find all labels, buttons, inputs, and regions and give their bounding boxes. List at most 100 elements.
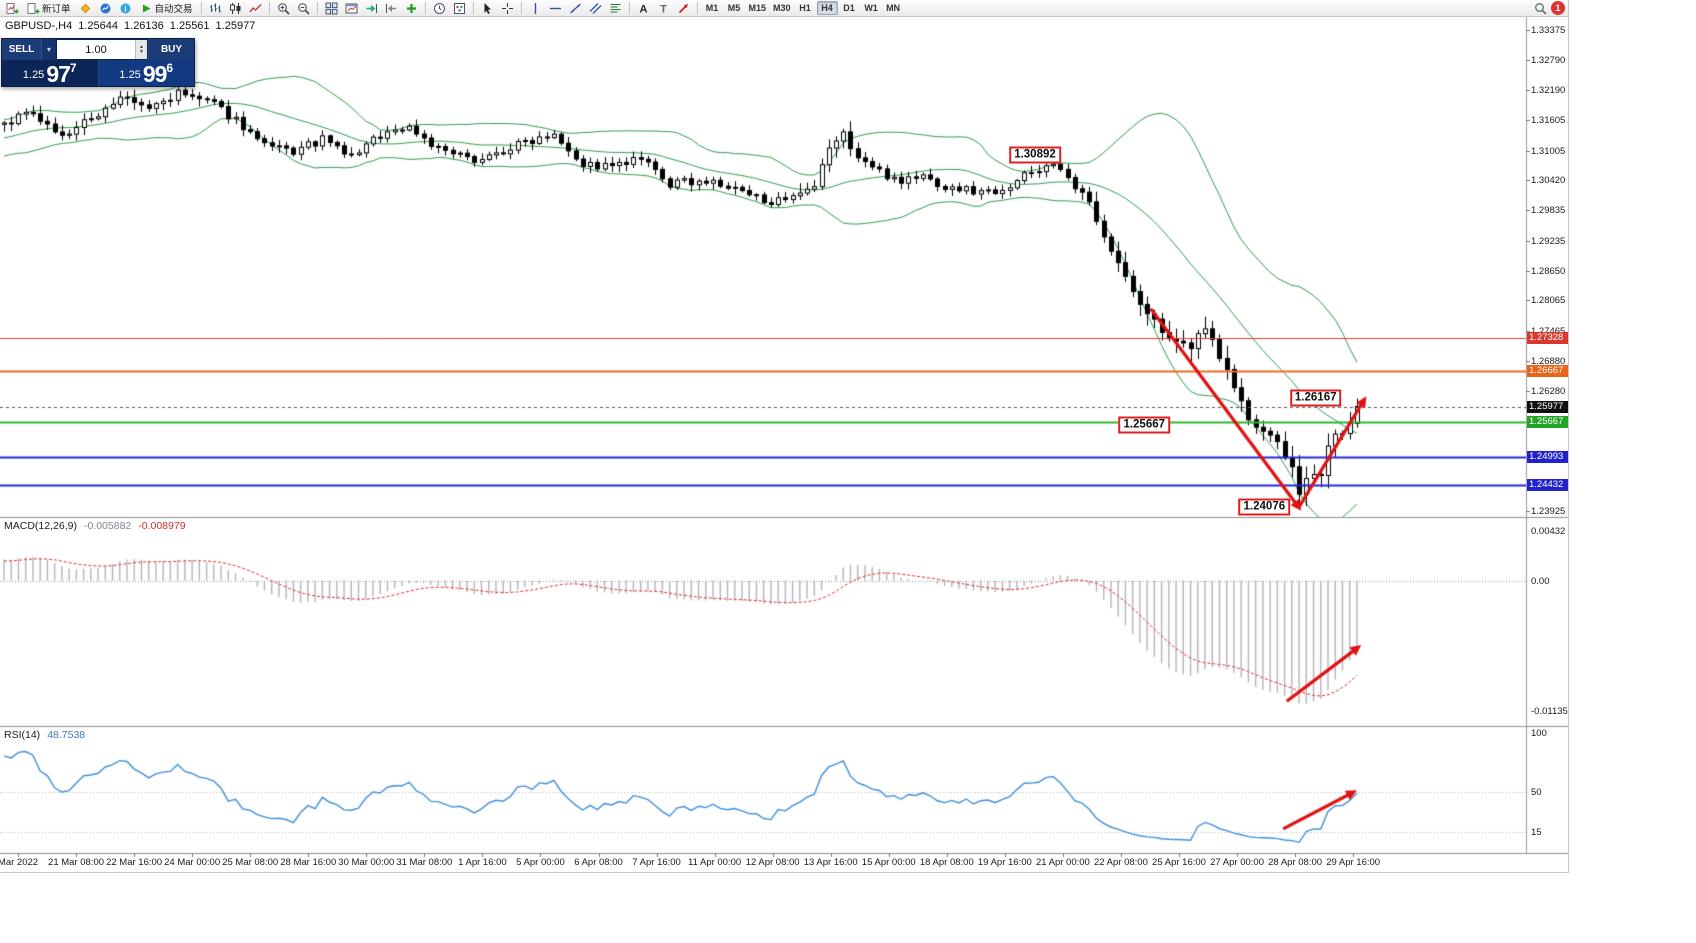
crosshair-button[interactable] <box>498 1 517 16</box>
chart-annotations-layer: 1.30892 1.26167 1.25667 1.24076 <box>1009 146 1342 516</box>
label-tool-button[interactable]: T <box>654 1 673 16</box>
bid-price[interactable]: 1.25 97 7 <box>2 60 99 86</box>
templates-button[interactable] <box>450 1 469 16</box>
fibonacci-tool-button[interactable] <box>606 1 625 16</box>
search-button[interactable] <box>1531 1 1550 16</box>
buy-button[interactable]: BUY <box>148 39 194 60</box>
time-axis-label: 27 Apr 00:00 <box>1210 857 1264 868</box>
timeframe-h4[interactable]: H4 <box>816 1 838 15</box>
time-axis-label: 28 Mar 16:00 <box>280 857 337 868</box>
new-chart-window-button[interactable] <box>342 1 361 16</box>
chart-price-label[interactable]: 1.30892 <box>1009 146 1061 164</box>
chart-shift-button[interactable] <box>382 1 401 16</box>
symbol-period: GBPUSD-,H4 <box>5 20 73 32</box>
timeframe-m15[interactable]: M15 <box>746 1 770 15</box>
info-button[interactable]: i <box>116 1 135 16</box>
add-indicator-button[interactable] <box>402 1 421 16</box>
ask-big-digits: 99 <box>142 61 168 87</box>
price-chart-canvas[interactable] <box>0 0 1568 872</box>
chart-price-label[interactable]: 1.26167 <box>1289 389 1342 407</box>
bar-chart-button[interactable] <box>206 1 225 16</box>
svg-text:T: T <box>660 3 667 15</box>
text-tool-button[interactable]: A <box>634 1 653 16</box>
volume-input[interactable] <box>57 40 135 59</box>
time-axis-label: 22 Apr 08:00 <box>1093 857 1148 868</box>
price-axis-label: 1.28065 <box>1531 295 1566 307</box>
svg-text:i: i <box>124 4 126 13</box>
line-chart-button[interactable] <box>246 1 265 16</box>
timeframe-h1[interactable]: H1 <box>795 1 816 15</box>
timeframe-w1[interactable]: W1 <box>861 1 882 15</box>
rsi-value: 48.7538 <box>47 729 86 741</box>
timeframe-d1[interactable]: D1 <box>839 1 860 15</box>
vertical-line-tool-button[interactable] <box>526 1 545 16</box>
price-axis-label: 1.28650 <box>1531 265 1566 277</box>
macd-header: MACD(12,26,9) -0.005882 -0.008979 <box>4 520 186 532</box>
horizontal-line-tool-button[interactable] <box>546 1 565 16</box>
horizontal-line-icon <box>549 7 561 9</box>
rsi-header: RSI(14) 48.7538 <box>4 729 85 741</box>
chart-window-icon <box>345 3 358 13</box>
price-level-tag: 1.26667 <box>1527 365 1568 378</box>
zoom-out-button[interactable] <box>294 1 313 16</box>
autotrade-label: 自动交易 <box>154 4 193 15</box>
new-order-icon <box>27 2 40 14</box>
tile-windows-button[interactable] <box>322 1 341 16</box>
time-axis-label: 31 Mar 08:00 <box>396 857 453 868</box>
trade-panel-controls: SELL ▾ ▲▼ BUY <box>2 39 194 60</box>
timeframe-m30[interactable]: M30 <box>770 1 794 15</box>
arrows-tool-button[interactable] <box>674 1 693 16</box>
trendline-tool-button[interactable] <box>566 1 585 16</box>
volume-dropdown-caret[interactable]: ▾ <box>42 39 56 60</box>
time-axis-label: 22 Mar 16:00 <box>106 857 163 868</box>
macd-scale-max: 0.00432 <box>1531 526 1566 537</box>
price-axis-label: 1.31005 <box>1531 145 1566 157</box>
profile-button[interactable] <box>96 1 115 16</box>
chart-plus-button[interactable] <box>3 1 22 16</box>
new-order-label: 新订单 <box>42 4 71 15</box>
info-icon: i <box>120 3 131 13</box>
autotrade-button[interactable]: 自动交易 <box>136 1 197 16</box>
fibonacci-icon <box>610 3 621 12</box>
chart-price-label[interactable]: 1.24076 <box>1238 498 1291 516</box>
toolbar-separator <box>200 2 202 14</box>
ask-price[interactable]: 1.25 99 6 <box>98 60 194 87</box>
macd-label: MACD(12,26,9) <box>4 520 77 532</box>
spinner-up-icon: ▲ <box>139 43 144 50</box>
volume-spinner[interactable]: ▲ ▼ <box>135 40 147 59</box>
price-axis-label: 1.26880 <box>1531 355 1566 367</box>
sell-button[interactable]: SELL <box>2 39 42 60</box>
channel-tool-button[interactable] <box>586 1 605 16</box>
favorites-button[interactable] <box>76 1 95 16</box>
time-axis[interactable]: Mar 2022 21 Mar 08:00 22 Mar 16:00 24 Mar 0… <box>0 853 1568 872</box>
profile-icon <box>100 3 111 13</box>
cursor-button[interactable] <box>478 1 497 16</box>
trade-panel-prices: 1.25 97 7 1.25 99 6 <box>2 60 194 86</box>
ask-prefix: 1.25 <box>119 69 141 81</box>
timeframe-mn[interactable]: MN <box>883 1 904 15</box>
cursor-icon <box>484 2 491 14</box>
chart-price-label[interactable]: 1.25667 <box>1118 416 1171 434</box>
volume-field: ▲▼ <box>56 39 148 60</box>
toolbar-separator <box>316 2 318 14</box>
bar-chart-icon <box>209 3 221 12</box>
channel-icon <box>589 2 601 14</box>
time-axis-label: 19 Apr 16:00 <box>977 857 1032 868</box>
time-axis-label: 5 Apr 00:00 <box>516 857 565 868</box>
timeframe-m5[interactable]: M5 <box>724 1 745 15</box>
timeframe-m1[interactable]: M1 <box>702 1 723 15</box>
price-axis-label: 1.29235 <box>1531 235 1566 247</box>
periods-button[interactable] <box>430 1 449 16</box>
trendline-icon <box>569 2 581 14</box>
new-order-button[interactable]: 新订单 <box>23 1 75 16</box>
notification-badge[interactable]: 1 <box>1551 1 1565 15</box>
chart-ohlc-header: GBPUSD-,H4 1.25644 1.26136 1.25561 1.259… <box>5 20 255 32</box>
price-axis[interactable]: 0.00432 0.00 -0.01135 100 50 15 1.33375 1… <box>1527 17 1568 853</box>
auto-scroll-button[interactable] <box>362 1 381 16</box>
toolbar-separator <box>472 2 474 14</box>
zoom-in-button[interactable] <box>274 1 293 16</box>
macd-value: -0.005882 <box>83 520 132 532</box>
time-axis-label: 15 Apr 00:00 <box>861 857 916 868</box>
ask-pipette: 6 <box>166 61 174 75</box>
candlestick-chart-button[interactable] <box>226 1 245 16</box>
